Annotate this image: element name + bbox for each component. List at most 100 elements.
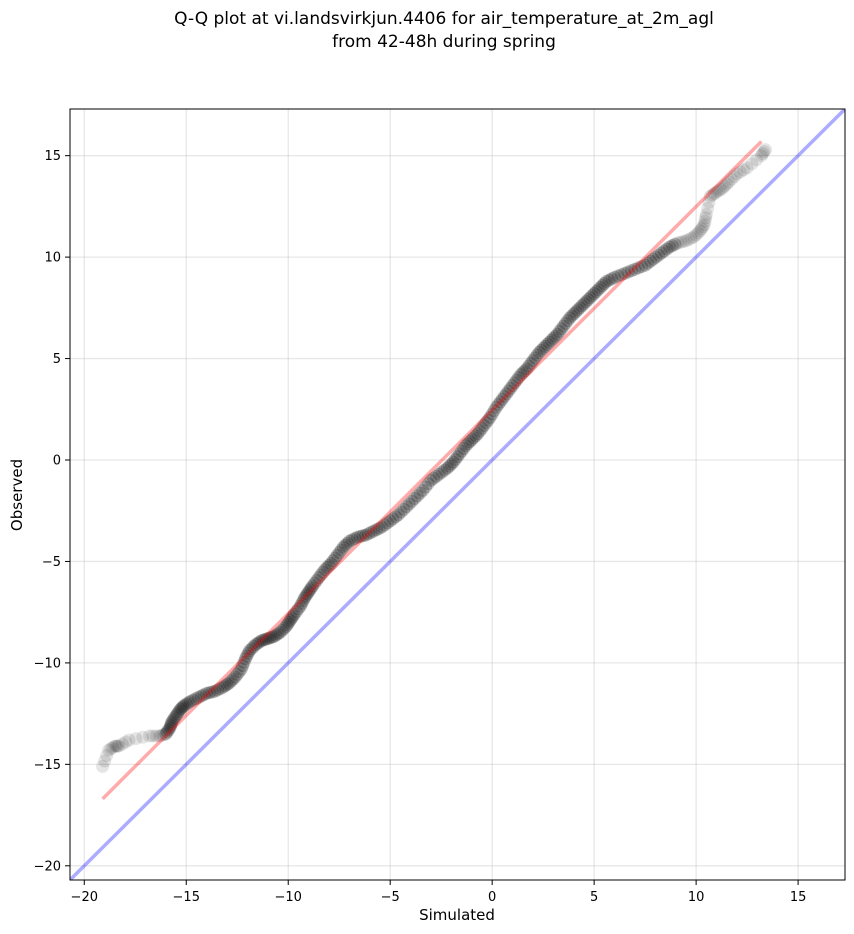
- data-point: [579, 295, 593, 309]
- data-point: [149, 729, 163, 743]
- data-point: [611, 269, 625, 283]
- data-point: [259, 632, 273, 646]
- data-point: [391, 508, 405, 522]
- data-point: [326, 554, 340, 568]
- data-point: [730, 167, 744, 181]
- data-point: [591, 283, 605, 297]
- data-point: [698, 214, 712, 228]
- data-point: [510, 373, 524, 387]
- data-point: [386, 512, 400, 526]
- data-point: [567, 307, 581, 321]
- data-point: [438, 463, 452, 477]
- data-point: [263, 631, 277, 645]
- data-point: [660, 242, 674, 256]
- data-point: [663, 240, 677, 254]
- data-point: [96, 759, 110, 773]
- data-point: [641, 256, 655, 270]
- data-point: [322, 559, 336, 573]
- chart-title: Q-Q plot at vi.landsvirkjun.4406 for air…: [0, 8, 854, 54]
- chart-title-line-1: Q-Q plot at vi.landsvirkjun.4406 for air…: [174, 9, 714, 29]
- data-point: [330, 548, 344, 562]
- data-point: [499, 387, 513, 401]
- data-point: [424, 473, 438, 487]
- data-point: [302, 585, 316, 599]
- data-point: [724, 172, 738, 186]
- data-point: [512, 370, 526, 384]
- data-point: [194, 689, 208, 703]
- data-point: [104, 742, 118, 756]
- data-point: [546, 331, 560, 345]
- data-point: [593, 281, 607, 295]
- y-tick-label: −5: [42, 555, 61, 570]
- data-point: [115, 737, 129, 751]
- x-axis-ticks: −20 −15 −10 −5 0 5 10 15: [71, 880, 807, 905]
- data-point: [153, 729, 167, 743]
- data-point: [177, 699, 191, 713]
- data-point: [129, 732, 143, 746]
- data-point: [413, 486, 427, 500]
- data-point: [712, 184, 726, 198]
- data-point: [289, 605, 303, 619]
- data-point: [733, 165, 747, 179]
- x-tick-label: 15: [790, 890, 807, 905]
- data-point: [599, 274, 613, 288]
- data-point: [267, 630, 281, 644]
- data-point: [169, 709, 183, 723]
- data-point: [687, 230, 701, 244]
- data-point: [361, 527, 375, 541]
- data-point: [684, 231, 698, 245]
- data-point: [520, 362, 534, 376]
- data-point: [536, 341, 550, 355]
- data-point: [300, 587, 314, 601]
- data-point: [758, 143, 772, 157]
- data-point: [481, 413, 495, 427]
- data-point: [614, 268, 628, 282]
- data-point: [646, 252, 660, 266]
- data-point: [285, 611, 299, 625]
- data-point: [228, 670, 242, 684]
- data-point: [218, 679, 232, 693]
- data-point: [159, 727, 173, 741]
- data-point: [427, 471, 441, 485]
- data-point: [261, 632, 275, 646]
- y-tick-label: 10: [44, 251, 61, 266]
- data-point: [249, 638, 263, 652]
- data-point: [673, 235, 687, 249]
- data-point: [689, 228, 703, 242]
- data-point: [164, 719, 178, 733]
- data-point: [451, 450, 464, 464]
- data-point: [236, 659, 250, 673]
- data-point: [200, 686, 214, 700]
- data-point: [202, 686, 216, 700]
- data-point: [328, 551, 342, 565]
- data-point: [534, 343, 548, 357]
- data-point: [691, 226, 705, 240]
- data-point: [364, 525, 378, 539]
- data-point: [595, 279, 609, 293]
- data-point: [197, 688, 211, 702]
- data-point: [421, 477, 435, 491]
- data-point: [750, 153, 764, 167]
- data-point: [146, 729, 160, 743]
- data-point: [542, 335, 556, 349]
- data-point: [143, 729, 157, 743]
- data-point: [608, 270, 622, 284]
- data-point: [497, 389, 511, 403]
- y-tick-label: 5: [53, 352, 61, 367]
- data-point: [242, 644, 256, 658]
- data-point: [442, 459, 456, 473]
- data-point: [173, 703, 187, 717]
- data-point: [296, 594, 310, 608]
- data-point: [463, 435, 477, 449]
- data-point: [295, 596, 309, 610]
- data-point: [475, 421, 489, 435]
- data-point: [338, 538, 352, 552]
- data-point: [389, 510, 403, 524]
- data-point: [737, 163, 751, 177]
- x-axis-label: Simulated: [419, 906, 495, 924]
- data-point: [340, 536, 354, 550]
- data-point: [320, 561, 334, 575]
- data-point: [557, 319, 571, 333]
- data-point: [176, 700, 190, 714]
- data-point: [166, 713, 180, 727]
